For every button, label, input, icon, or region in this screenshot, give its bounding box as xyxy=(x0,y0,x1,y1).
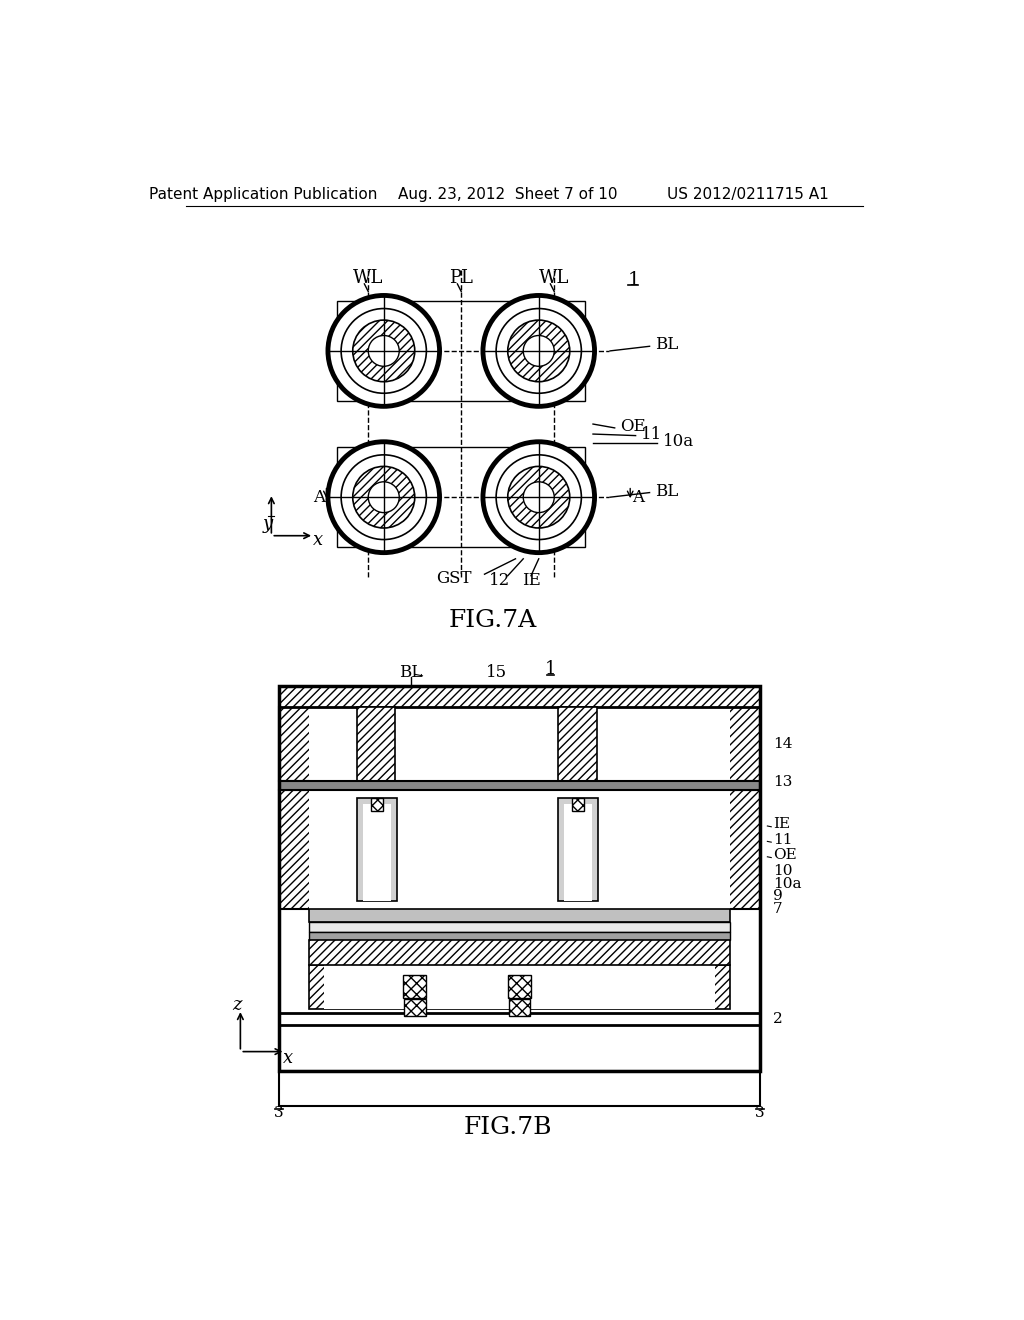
Bar xyxy=(558,797,598,902)
Text: BL: BL xyxy=(655,483,678,499)
Text: 1: 1 xyxy=(545,660,556,678)
Text: WL: WL xyxy=(508,958,531,973)
Circle shape xyxy=(508,466,569,528)
Circle shape xyxy=(496,309,582,393)
Bar xyxy=(280,686,760,1071)
Text: 14: 14 xyxy=(773,737,793,751)
Bar xyxy=(371,797,383,812)
Text: WL: WL xyxy=(353,269,383,286)
Text: 7: 7 xyxy=(773,902,782,916)
Circle shape xyxy=(352,466,415,528)
Text: PL: PL xyxy=(450,269,473,286)
Text: BL: BL xyxy=(655,337,678,354)
Bar xyxy=(558,708,597,780)
Text: FIG.7B: FIG.7B xyxy=(464,1115,552,1139)
Text: Patent Application Publication: Patent Application Publication xyxy=(150,187,378,202)
Text: 3: 3 xyxy=(755,1106,765,1121)
Bar xyxy=(356,708,395,780)
Text: Aug. 23, 2012  Sheet 7 of 10: Aug. 23, 2012 Sheet 7 of 10 xyxy=(398,187,617,202)
Circle shape xyxy=(508,321,569,381)
Text: 11: 11 xyxy=(773,833,793,847)
Bar xyxy=(508,974,531,998)
Bar xyxy=(337,301,586,401)
Text: WL: WL xyxy=(403,958,427,973)
Text: GST: GST xyxy=(452,843,486,859)
Text: 10: 10 xyxy=(773,863,793,878)
Bar xyxy=(308,923,730,932)
Text: A: A xyxy=(632,488,644,506)
Text: US 2012/0211715 A1: US 2012/0211715 A1 xyxy=(667,187,828,202)
Text: 2: 2 xyxy=(773,1012,782,1026)
Bar xyxy=(572,797,585,812)
Text: y: y xyxy=(262,515,272,533)
Circle shape xyxy=(328,296,439,407)
Text: BL: BL xyxy=(399,664,423,681)
Text: 12: 12 xyxy=(489,572,511,589)
Circle shape xyxy=(328,442,439,553)
Bar xyxy=(308,789,730,909)
Text: 4: 4 xyxy=(437,1084,446,1097)
Text: OE: OE xyxy=(773,849,797,862)
Text: 13: 13 xyxy=(773,775,793,789)
Circle shape xyxy=(523,482,554,512)
Text: 6: 6 xyxy=(348,1084,357,1097)
Text: 10a: 10a xyxy=(663,433,694,450)
Text: x: x xyxy=(312,531,323,549)
Bar xyxy=(308,965,730,1010)
Text: OE: OE xyxy=(621,418,646,434)
Circle shape xyxy=(352,321,415,381)
Bar xyxy=(280,1071,760,1106)
Bar xyxy=(308,932,730,940)
Text: 1: 1 xyxy=(628,271,640,289)
Text: IE: IE xyxy=(521,572,541,589)
Text: GST: GST xyxy=(436,569,471,586)
Text: 15: 15 xyxy=(485,664,507,681)
Text: 6: 6 xyxy=(538,1084,548,1097)
Bar xyxy=(308,909,730,923)
Text: z: z xyxy=(231,997,242,1014)
Bar xyxy=(564,804,592,902)
Text: x: x xyxy=(284,1049,294,1067)
Bar xyxy=(403,999,426,1016)
Text: FIG.7A: FIG.7A xyxy=(449,609,537,632)
Bar xyxy=(280,708,760,780)
Bar xyxy=(509,999,530,1016)
Bar xyxy=(403,974,426,998)
Bar xyxy=(362,804,391,902)
Text: PL: PL xyxy=(451,964,471,978)
Circle shape xyxy=(352,466,415,528)
Text: 5: 5 xyxy=(290,1084,299,1097)
Circle shape xyxy=(341,455,426,540)
Bar xyxy=(337,447,586,548)
Text: 8: 8 xyxy=(479,1084,489,1097)
Text: 9: 9 xyxy=(773,890,782,903)
Text: 3: 3 xyxy=(274,1106,284,1121)
Bar xyxy=(280,686,760,708)
Circle shape xyxy=(483,296,595,407)
Circle shape xyxy=(352,321,415,381)
Text: 5: 5 xyxy=(596,1084,605,1097)
Text: 10a: 10a xyxy=(773,876,802,891)
Bar xyxy=(356,797,397,902)
Bar xyxy=(308,940,730,965)
Circle shape xyxy=(508,321,569,381)
Circle shape xyxy=(523,335,554,367)
Bar xyxy=(308,708,730,780)
Text: IE: IE xyxy=(773,817,790,832)
Text: 11: 11 xyxy=(641,425,663,442)
Circle shape xyxy=(508,466,569,528)
Bar xyxy=(280,789,760,909)
Circle shape xyxy=(483,442,595,553)
Text: WL: WL xyxy=(539,269,569,286)
Bar xyxy=(280,780,760,789)
Bar xyxy=(324,965,715,1010)
Circle shape xyxy=(369,482,399,512)
Circle shape xyxy=(341,309,426,393)
Text: A: A xyxy=(312,488,325,506)
Circle shape xyxy=(496,455,582,540)
Circle shape xyxy=(369,335,399,367)
Bar xyxy=(280,1014,760,1024)
Text: 11a: 11a xyxy=(470,717,499,731)
